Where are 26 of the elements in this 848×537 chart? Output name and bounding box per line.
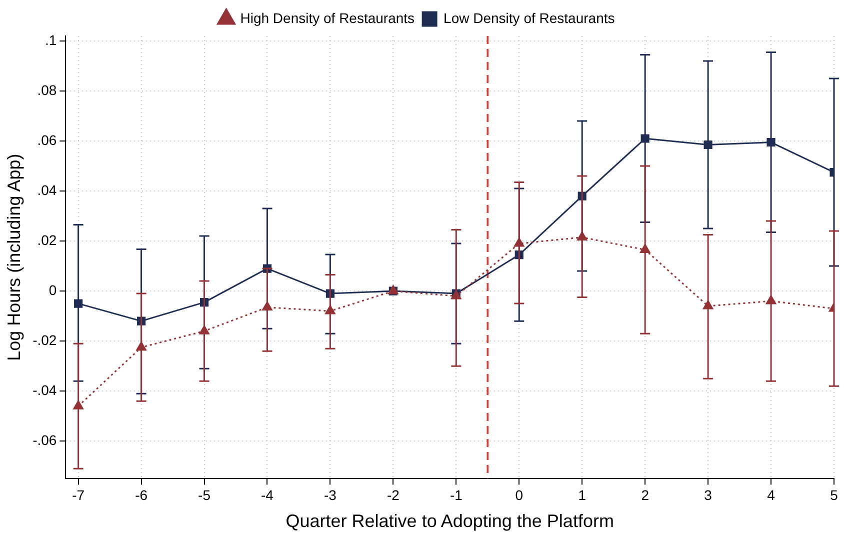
y-tick-label: -.02 [32,332,57,348]
y-tick-label: .08 [37,82,57,98]
x-tick-label: -6 [135,486,148,503]
y-tick-label: .1 [45,32,57,48]
x-tick-label: 5 [830,486,838,503]
x-tick-label: 1 [578,486,586,503]
x-tick-label: -2 [386,486,400,503]
x-tick-label: 4 [767,486,776,503]
x-axis-title: Quarter Relative to Adopting the Platform [286,511,614,532]
x-tick-label: -7 [72,486,85,503]
x-tick-label: 3 [704,486,712,503]
y-tick-label: .06 [37,132,57,148]
x-tick-label: -3 [324,486,337,503]
y-tick-label: .02 [37,232,57,248]
y-tick-label: -.04 [32,382,57,398]
legend-label: High Density of Restaurants [240,10,415,26]
y-axis-title: Log Hours (including App) [4,154,24,361]
x-tick-label: 2 [641,486,650,503]
x-tick-label: -1 [450,486,463,503]
legend-label: Low Density of Restaurants [444,10,615,26]
x-tick-label: -4 [261,486,274,503]
y-tick-label: -.06 [32,432,57,448]
y-tick-label: .04 [37,182,57,198]
x-tick-label: -5 [198,486,211,503]
x-tick-label: 0 [515,486,524,503]
y-tick-label: 0 [48,282,57,298]
